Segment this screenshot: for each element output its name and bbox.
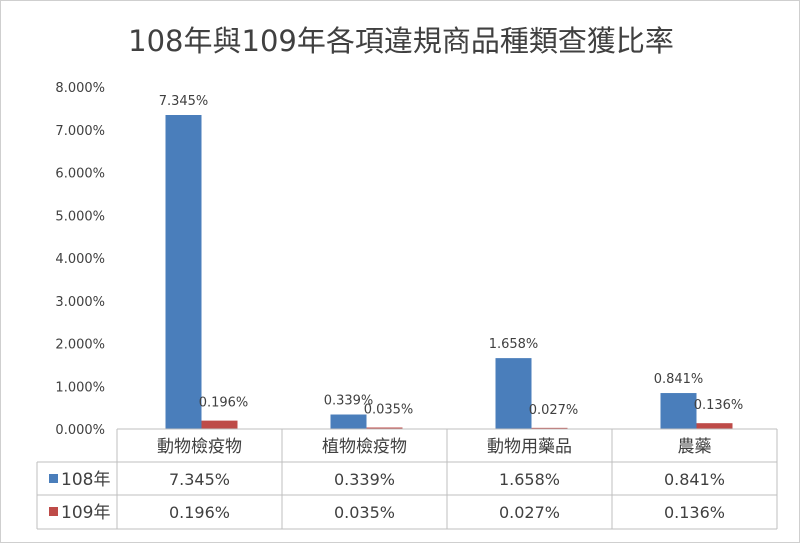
table-cell: 0.035% [334,503,395,522]
bar [330,414,367,429]
y-tick-label: 0.000% [55,423,105,438]
data-label: 0.136% [694,398,744,413]
bar [696,423,733,429]
bar [165,115,202,429]
table-cell: 0.027% [499,503,560,522]
category-label: 農藥 [678,437,712,457]
bars [165,115,733,429]
y-tick-label: 5.000% [55,209,105,224]
category-label: 動物用藥品 [487,437,572,457]
y-tick-label: 8.000% [55,81,105,96]
data-label: 0.339% [324,394,374,409]
data-label: 0.035% [364,403,414,418]
data-label: 0.196% [199,396,249,411]
data-label: 0.841% [654,372,704,387]
table-cell: 0.339% [334,470,395,489]
legend-label: 108年 [61,470,110,490]
y-tick-label: 6.000% [55,167,105,182]
table-cell: 0.196% [169,503,230,522]
data-table: 動物檢疫物 植物檢疫物 動物用藥品 農藥 108年 7.345% 0.339% 1.658% 0… [36,428,778,530]
legend-swatch [49,474,58,483]
bar [366,427,403,429]
bar [660,393,697,429]
data-label: 1.658% [489,337,539,352]
bar [201,420,238,429]
y-tick-label: 1.000% [55,380,105,395]
y-tick-label: 7.000% [55,124,105,139]
y-tick-label: 3.000% [55,295,105,310]
table-cell: 0.136% [664,503,725,522]
chart-title: 108年與109年各項違規商品種類查獲比率 [128,24,674,58]
table-cell: 7.345% [169,470,230,489]
category-label: 植物檢疫物 [322,437,407,457]
data-label: 0.027% [529,403,579,418]
legend-label: 109年 [61,503,110,523]
table-cell: 0.841% [664,470,725,489]
table-cell: 1.658% [499,470,560,489]
y-axis: 0.000% 1.000% 2.000% 3.000% 4.000% 5.000% 6.00… [55,81,105,438]
category-label: 動物檢疫物 [157,437,242,457]
legend-swatch [49,507,58,516]
bar [531,427,568,429]
y-tick-label: 4.000% [55,252,105,267]
y-tick-label: 2.000% [55,338,105,353]
bar [495,358,532,429]
data-labels: 7.345% 0.339% 1.658% 0.841% 0.196% 0.035% 0.02… [159,94,744,418]
data-label: 7.345% [159,94,209,109]
